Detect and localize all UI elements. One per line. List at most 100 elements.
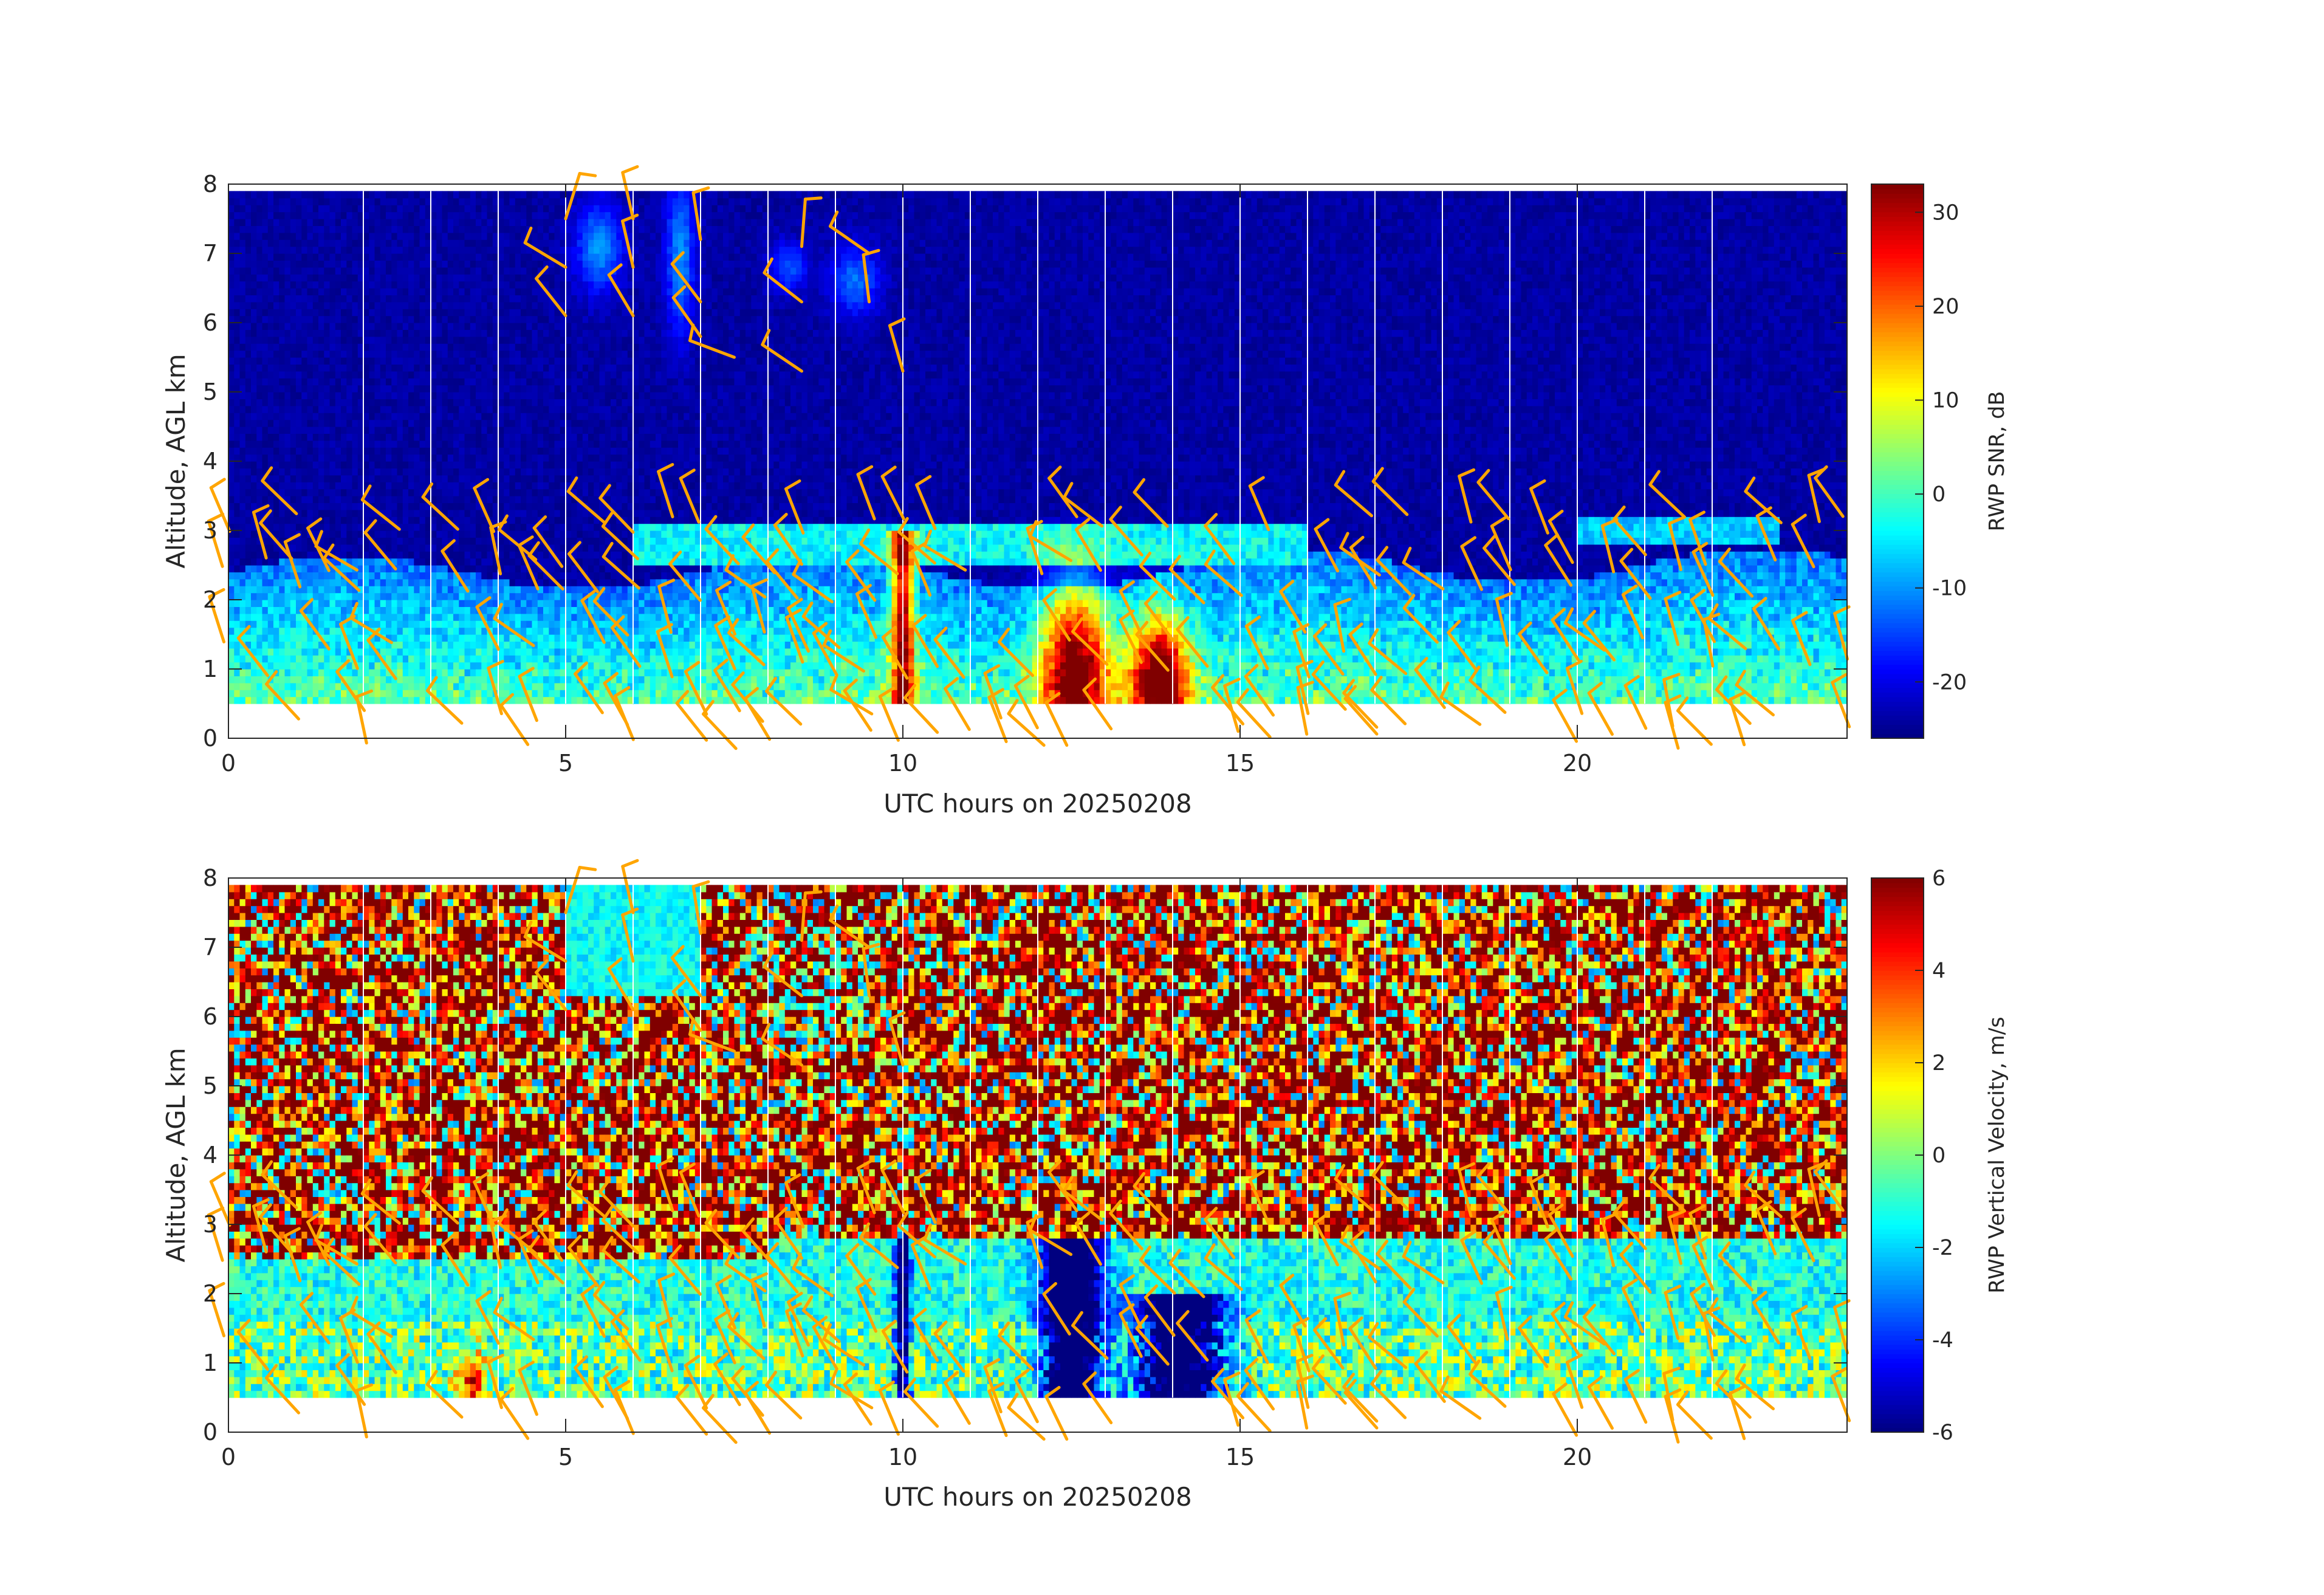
heatmap-cell [279,433,286,441]
heatmap-cell [566,530,572,538]
heatmap-cell [464,530,471,538]
heatmap-cell [380,301,386,309]
heatmap-cell [312,323,319,330]
heatmap-cell [577,399,583,406]
heatmap-cell [537,343,544,351]
heatmap-cell [504,489,510,496]
heatmap-cell [296,253,302,261]
heatmap-cell [329,385,336,393]
heatmap-cell [543,690,549,698]
heatmap-cell [262,191,269,199]
heatmap-cell [256,544,263,552]
heatmap-cell [594,371,600,379]
heatmap-cell [588,696,594,704]
heatmap-cell [256,295,263,303]
heatmap-cell [419,433,426,441]
heatmap-cell [279,288,286,295]
heatmap-cell [301,301,308,309]
heatmap-cell [549,253,555,261]
heatmap-cell [369,350,375,358]
heatmap-cell [521,336,527,344]
heatmap-cell [470,461,476,468]
heatmap-cell [425,475,431,482]
heatmap-cell [577,246,583,254]
heatmap-cell [284,219,291,226]
heatmap-cell [402,267,409,275]
heatmap-cell [459,475,465,482]
heatmap-cell [588,191,594,199]
heatmap-cell [312,489,319,496]
heatmap-cell [262,696,269,704]
heatmap-cell [296,197,302,205]
heatmap-cell [324,205,331,213]
heatmap-cell [374,669,381,676]
heatmap-cell [352,496,358,503]
heatmap-cell [419,558,426,566]
heatmap-cell [425,405,431,413]
heatmap-cell [256,648,263,656]
heatmap-cell [554,676,561,684]
heatmap-cell [341,378,347,386]
heatmap-cell [442,496,448,503]
heatmap-cell [341,357,347,365]
heatmap-cell [273,433,279,441]
heatmap-cell [582,496,589,503]
heatmap-cell [521,620,527,628]
heatmap-cell [296,503,302,510]
heatmap-cell [279,336,286,344]
heatmap-cell [431,655,437,663]
heatmap-cell [318,288,324,295]
heatmap-cell [447,433,454,441]
heatmap-cell [380,662,386,670]
heatmap-cell [273,350,279,358]
heatmap-cell [256,572,263,580]
heatmap-cell [228,586,235,594]
heatmap-cell [447,191,454,199]
heatmap-cell [549,696,555,704]
heatmap-cell [481,343,488,351]
heatmap-cell [504,274,510,282]
heatmap-cell [279,246,286,254]
heatmap-cell [464,350,471,358]
heatmap-cell [526,239,533,247]
heatmap-cell [346,239,353,247]
heatmap-cell [386,690,392,698]
heatmap-cell [549,239,555,247]
heatmap-cell [391,627,398,635]
heatmap-cell [341,246,347,254]
heatmap-cell [251,578,257,586]
heatmap-cell [245,378,252,386]
heatmap-cell [425,433,431,441]
heatmap-cell [419,281,426,289]
heatmap-cell [256,309,263,317]
heatmap-cell [301,606,308,614]
heatmap-cell [571,405,578,413]
heatmap-cell [582,385,589,393]
heatmap-cell [234,600,241,607]
heatmap-cell [279,357,286,365]
heatmap-cell [521,350,527,358]
heatmap-cell [481,627,488,635]
heatmap-cell [402,225,409,233]
heatmap-cell [251,378,257,386]
heatmap-cell [571,641,578,649]
heatmap-cell [470,267,476,275]
heatmap-cell [374,558,381,566]
heatmap-cell [245,676,252,684]
heatmap-cell [296,475,302,482]
heatmap-cell [267,301,274,309]
heatmap-cell [267,239,274,247]
heatmap-cell [341,385,347,393]
heatmap-cell [594,544,600,552]
heatmap-cell [346,364,353,372]
heatmap-cell [341,454,347,462]
heatmap-cell [318,447,324,455]
heatmap-cell [515,482,521,490]
heatmap-cell [414,371,420,379]
heatmap-cell [245,392,252,399]
heatmap-cell [228,440,235,448]
heatmap-cell [537,219,544,226]
heatmap-cell [549,606,555,614]
heatmap-cell [380,682,386,690]
heatmap-cell [279,516,286,524]
